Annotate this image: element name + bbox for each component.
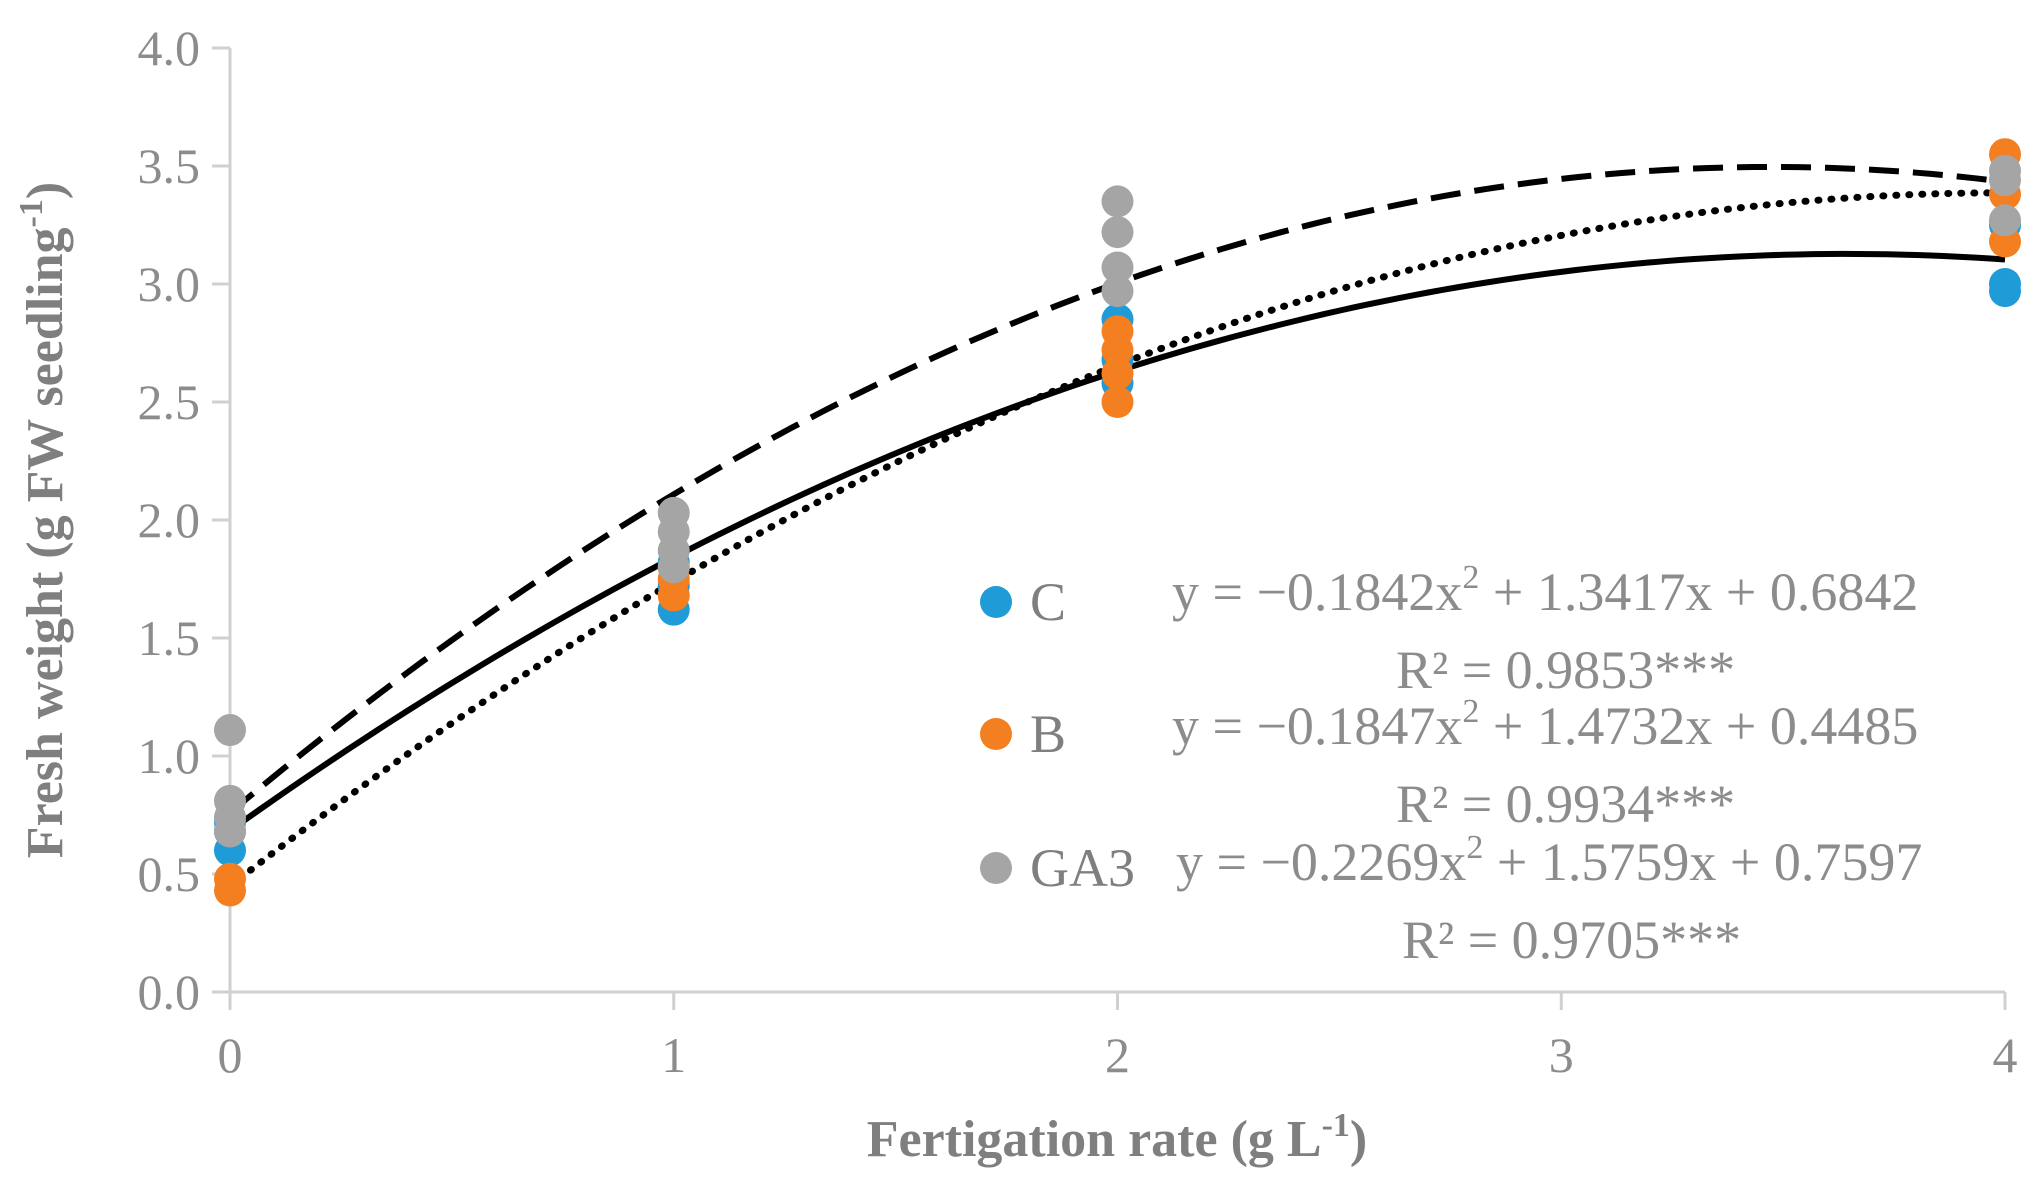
x-tick-label: 4 [1993, 1027, 2018, 1083]
equation-c-start: y = −0.1842x [1172, 562, 1462, 622]
equation-b: y = −0.1847x2 + 1.4732x + 0.4485 [1172, 693, 1918, 756]
point-ga3 [657, 496, 690, 529]
x-tick-label: 2 [1105, 1027, 1130, 1083]
point-ga3 [1989, 204, 2021, 237]
y-tick-label: 1.5 [138, 610, 201, 666]
y-axis-title-text: Fresh weight (g FW seedling [17, 227, 74, 858]
r2-b: R² = 0.9934*** [1396, 774, 1735, 834]
legend-label-ga3: GA3 [1030, 838, 1135, 898]
equation-ga3: y = −0.2269x2 + 1.5759x + 0.7597 [1176, 829, 1922, 892]
x-tick-label: 1 [661, 1027, 686, 1083]
point-ga3 [1989, 154, 2021, 187]
equation-ga3-rest: + 1.5759x + 0.7597 [1483, 832, 1922, 892]
y-tick-label: 3.5 [138, 138, 201, 194]
point-ga3 [1101, 251, 1134, 284]
point-b [214, 862, 246, 895]
x-axis-title-text: Fertigation rate (g L [867, 1111, 1322, 1168]
equation-ga3-start: y = −0.2269x [1176, 832, 1466, 892]
equation-b-start: y = −0.1847x [1172, 696, 1462, 756]
point-b [1101, 315, 1134, 348]
y-tick-label: 0.5 [138, 846, 201, 902]
point-ga3 [1101, 185, 1134, 218]
y-axis-title-sup: -1 [13, 199, 50, 227]
y-tick-label: 0.0 [138, 964, 201, 1020]
point-ga3 [1101, 216, 1134, 249]
legend: C B GA3 [980, 572, 1135, 898]
y-tick-label: 1.0 [138, 728, 201, 784]
legend-marker-c [980, 586, 1012, 618]
equation-c: y = −0.1842x2 + 1.3417x + 0.6842 [1172, 559, 1918, 622]
y-tick-label: 2.0 [138, 492, 201, 548]
legend-label-b: B [1030, 704, 1066, 764]
r2-ga3: R² = 0.9705*** [1402, 910, 1741, 970]
x-axis-title-sup: -1 [1322, 1107, 1350, 1144]
y-axis-title-end: ) [17, 182, 74, 199]
legend-marker-ga3 [980, 852, 1012, 884]
equations: y = −0.1842x2 + 1.3417x + 0.6842 R² = 0.… [1172, 559, 1922, 970]
point-ga3 [214, 784, 246, 817]
y-axis-title: Fresh weight (g FW seedling-1) [13, 182, 74, 858]
equation-c-rest: + 1.3417x + 0.6842 [1479, 562, 1918, 622]
equation-c-sup: 2 [1462, 559, 1479, 596]
y-ticks: 0.0 0.5 1.0 1.5 2.0 2.5 3.0 3.5 4.0 [138, 20, 230, 1020]
point-c [1989, 268, 2021, 300]
y-tick-label: 3.0 [138, 256, 201, 312]
x-tick-label: 3 [1549, 1027, 1574, 1083]
x-tick-label: 0 [218, 1027, 243, 1083]
y-tick-label: 4.0 [138, 20, 201, 76]
data-points [214, 138, 2021, 907]
legend-label-c: C [1030, 572, 1066, 632]
legend-marker-b [980, 718, 1012, 750]
x-axis-title: Fertigation rate (g L-1) [867, 1107, 1368, 1168]
point-b [1101, 357, 1134, 390]
r2-c: R² = 0.9853*** [1396, 640, 1735, 700]
equation-b-sup: 2 [1462, 693, 1479, 730]
point-b [1101, 386, 1134, 418]
point-ga3 [1101, 275, 1134, 308]
x-ticks: 0 1 2 3 4 [218, 992, 2018, 1083]
y-tick-label: 2.5 [138, 374, 201, 430]
equation-ga3-sup: 2 [1466, 829, 1483, 866]
equation-b-rest: + 1.4732x + 0.4485 [1479, 696, 1918, 756]
point-ga3 [214, 714, 246, 747]
x-axis-title-end: ) [1350, 1111, 1367, 1168]
fit-line-b [226, 189, 2009, 890]
